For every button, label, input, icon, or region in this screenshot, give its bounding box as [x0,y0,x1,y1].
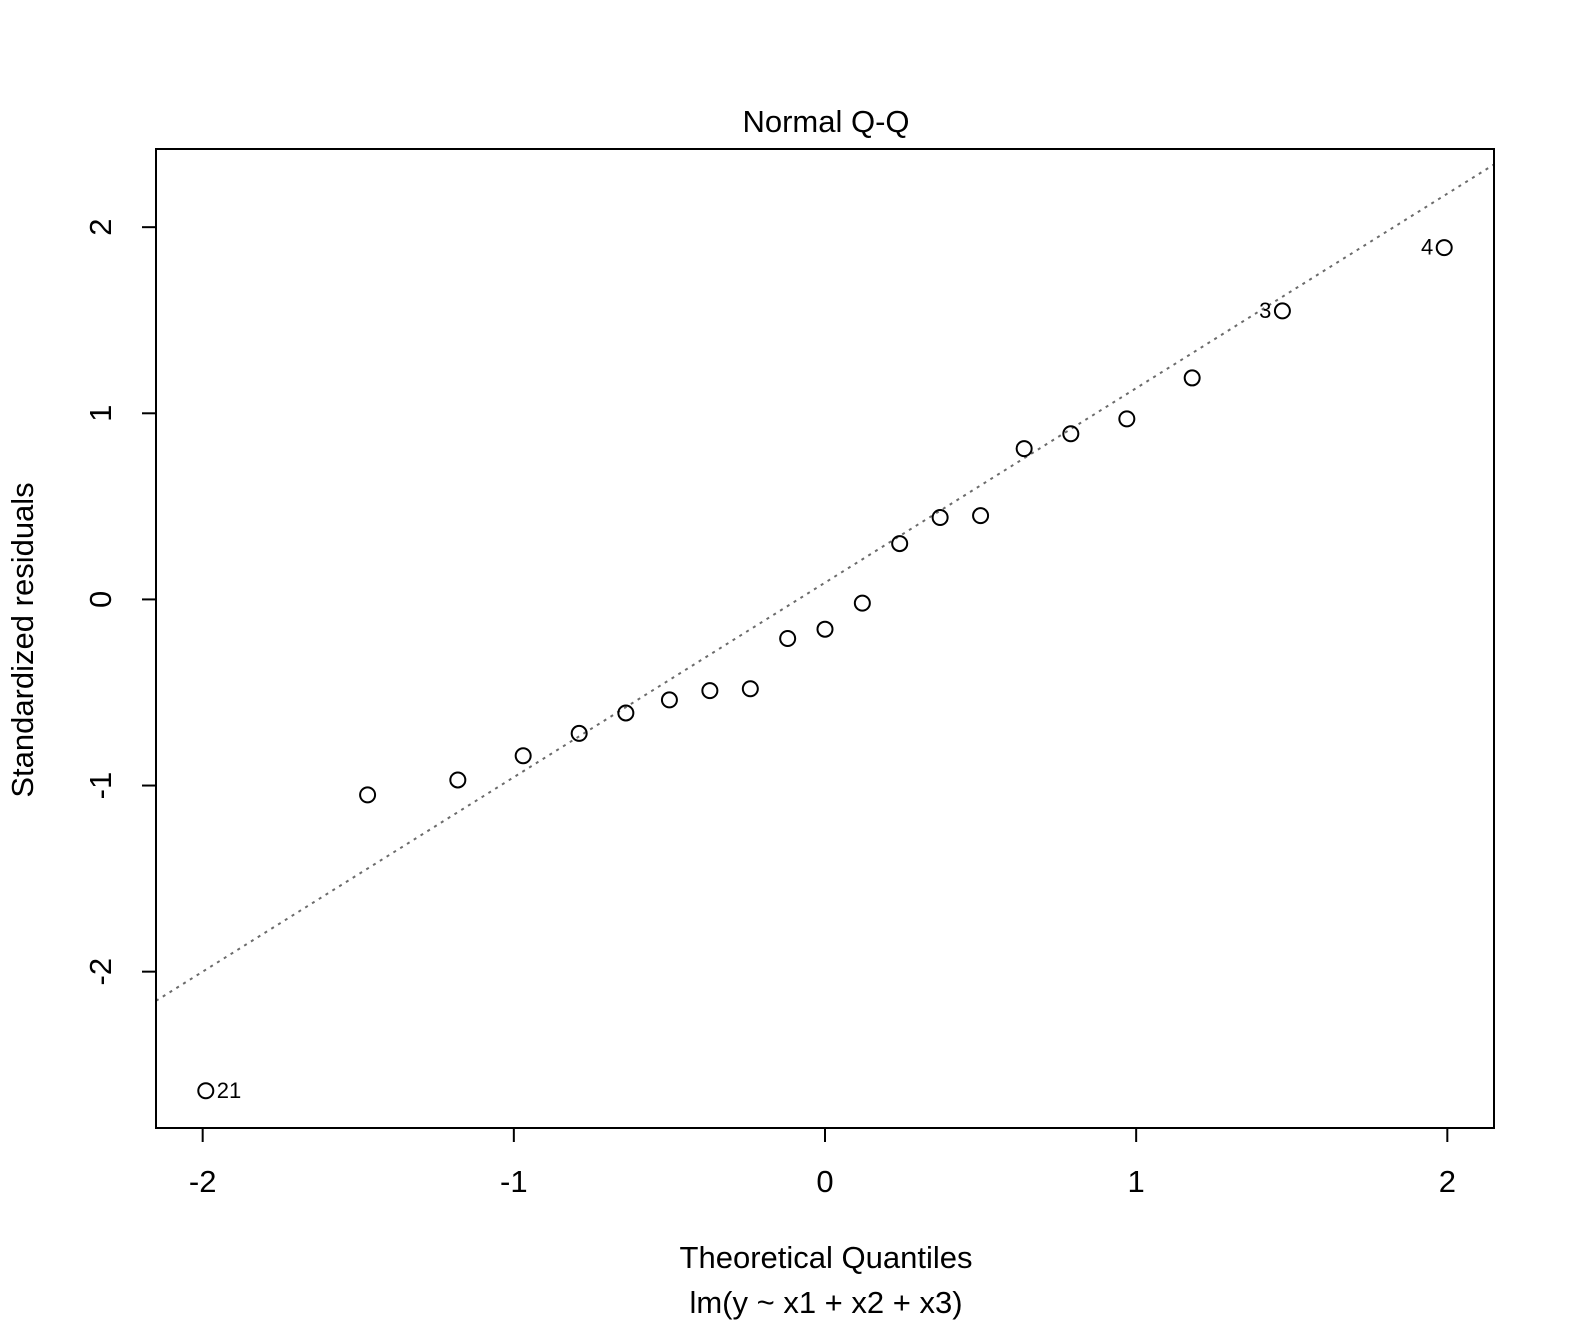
data-point [701,682,719,700]
data-point [197,1082,215,1100]
data-point [891,535,909,553]
x-tick-label: -2 [189,1164,217,1199]
point-label: 4 [1421,235,1433,260]
y-tick-label: 1 [83,405,118,422]
plot-area: -2 -1 0 1 2 -2 -1 0 1 2 21 3 4 [83,148,1495,1199]
x-axis-subtitle: lm(y ~ x1 + x2 + x3) [689,1285,962,1320]
data-point [660,691,678,709]
data-point [1183,369,1201,387]
data-point [931,509,949,527]
data-point [741,680,759,698]
data-point [359,786,377,804]
data-point [449,771,467,789]
x-axis-title: Theoretical Quantiles [680,1240,973,1275]
data-point [853,594,871,612]
y-axis-title: Standardized residuals [5,482,40,797]
y-tick-label: -2 [83,958,118,986]
x-tick-label: 0 [816,1164,833,1199]
x-tick-label: -1 [500,1164,528,1199]
data-point [816,620,834,638]
data-point [617,704,635,722]
point-label: 21 [217,1078,241,1103]
data-point [972,507,990,525]
data-point [1062,425,1080,443]
data-point [1118,410,1136,428]
data-point [1435,239,1453,257]
x-tick-label: 2 [1439,1164,1456,1199]
point-label: 3 [1259,298,1271,323]
plot-frame [155,148,1495,1129]
y-tick-label: -1 [83,772,118,800]
x-tick-label: 1 [1128,1164,1145,1199]
data-point [1015,440,1033,458]
data-point [514,747,532,765]
y-tick-label: 0 [83,591,118,608]
chart-title: Normal Q-Q [742,104,909,139]
data-point [779,630,797,647]
data-point [1273,302,1291,320]
reference-line [156,163,1494,1002]
y-tick-label: 2 [83,219,118,236]
data-point [570,724,588,742]
